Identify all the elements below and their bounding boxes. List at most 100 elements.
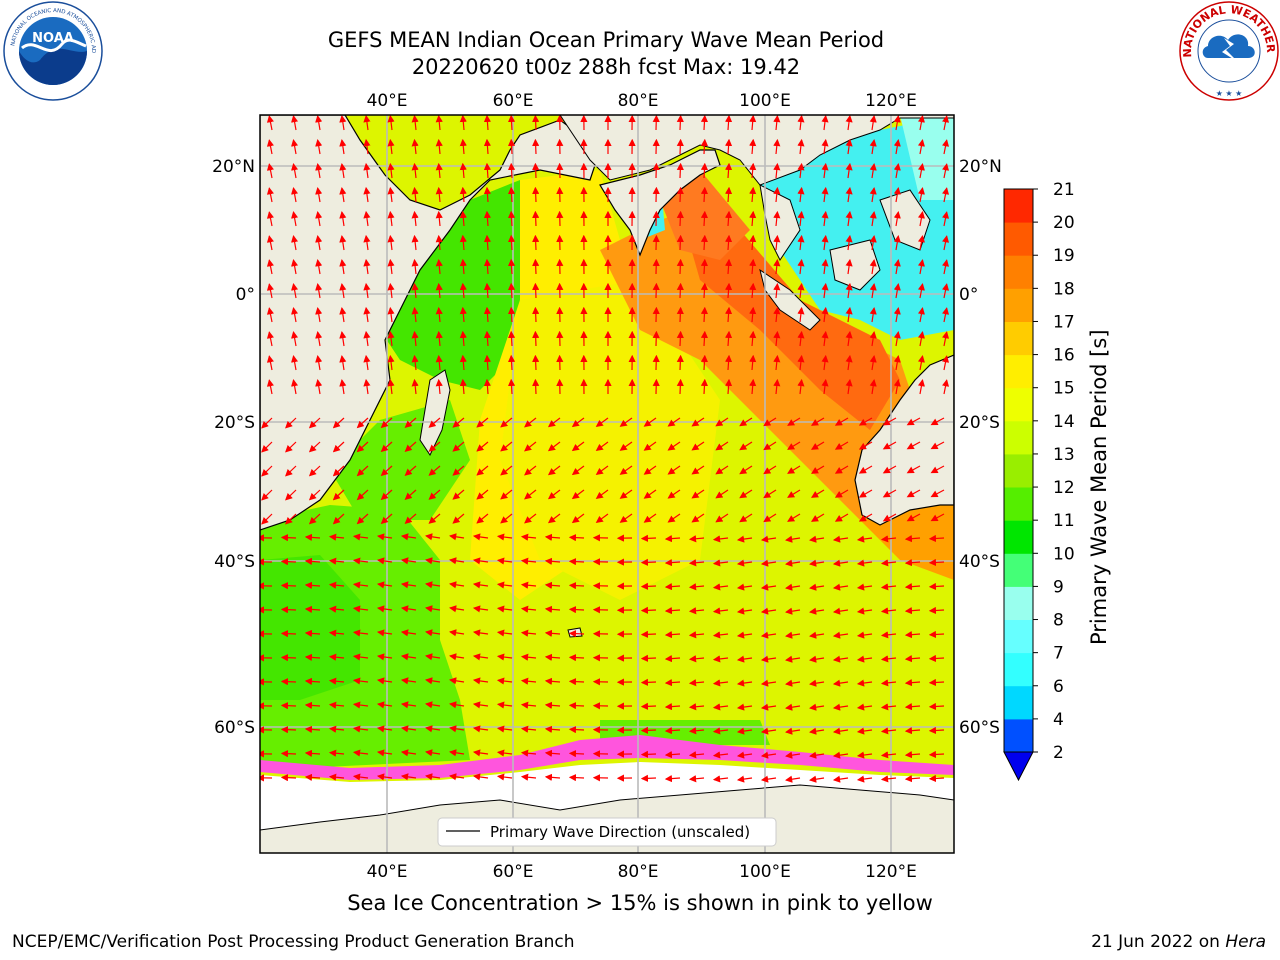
- wave-arrow: [291, 379, 299, 395]
- wave-arrow: [724, 330, 733, 347]
- wave-arrow: [821, 306, 829, 323]
- wave-arrow: [928, 558, 945, 567]
- wave-arrow: [568, 630, 585, 638]
- wave-arrow: [411, 210, 419, 227]
- wave-arrow: [266, 307, 274, 323]
- wave-arrow: [266, 115, 274, 131]
- wave-arrow: [928, 654, 945, 663]
- wave-arrow: [304, 533, 321, 542]
- wave-arrow: [544, 533, 561, 541]
- wave-arrow: [363, 162, 371, 179]
- wave-arrow: [676, 306, 684, 323]
- producer-credit: NCEP/EMC/Verification Post Processing Pr…: [12, 932, 575, 952]
- wave-arrow: [435, 210, 443, 227]
- wave-arrow: [261, 441, 273, 453]
- lon-label-bottom: 100°E: [739, 862, 791, 882]
- wave-arrow: [568, 606, 585, 614]
- wave-arrow: [893, 307, 901, 323]
- wave-arrow: [266, 187, 274, 203]
- wave-arrow: [568, 726, 585, 734]
- wave-arrow: [712, 775, 729, 783]
- wave-arrow: [917, 139, 925, 155]
- wave-arrow: [809, 655, 825, 663]
- wave-arrow: [832, 703, 849, 711]
- wave-arrow: [724, 258, 733, 275]
- colorbar-segment: [1004, 586, 1033, 620]
- wave-arrow: [893, 211, 901, 227]
- wave-arrow: [809, 679, 825, 687]
- wave-arrow: [821, 282, 829, 299]
- wave-arrow: [483, 234, 492, 251]
- wave-arrow: [315, 235, 323, 251]
- wave-arrow: [356, 465, 369, 477]
- lat-label-right: 0°: [959, 285, 978, 305]
- wave-arrow: [760, 679, 777, 687]
- wave-arrow: [459, 115, 467, 131]
- wave-arrow: [520, 629, 537, 637]
- wave-arrow: [568, 702, 585, 710]
- wave-arrow: [736, 631, 753, 639]
- wave-arrow: [893, 331, 901, 347]
- wave-arrow: [712, 583, 729, 591]
- colorbar-tick-label: 21: [1053, 180, 1075, 200]
- wave-arrow: [376, 725, 393, 733]
- wave-arrow: [724, 354, 733, 371]
- wave-arrow: [736, 727, 753, 735]
- wave-arrow: [856, 535, 873, 543]
- wave-arrow: [930, 441, 945, 450]
- wave-arrow: [821, 138, 829, 155]
- wave-arrow: [904, 679, 921, 687]
- wave-arrow: [483, 210, 492, 227]
- wave-arrow: [428, 489, 441, 500]
- wave-arrow: [595, 441, 609, 452]
- wave-arrow: [676, 234, 684, 251]
- wave-arrow: [261, 465, 273, 477]
- wave-arrow: [676, 162, 684, 179]
- wave-arrow: [483, 138, 492, 155]
- colorbar-tick-label: 10: [1053, 544, 1075, 564]
- wave-arrow: [261, 417, 273, 429]
- colorbar-tick-label: 12: [1053, 478, 1075, 498]
- wave-arrow: [869, 139, 877, 155]
- wave-arrow: [773, 138, 781, 155]
- wave-arrow: [387, 234, 395, 251]
- wave-arrow: [880, 607, 897, 615]
- wave-arrow: [640, 750, 657, 758]
- wave-arrow: [917, 187, 925, 203]
- lat-label-right: 20°N: [959, 157, 1002, 177]
- wave-arrow: [809, 583, 825, 591]
- wave-arrow: [667, 465, 681, 475]
- wave-arrow: [832, 679, 849, 687]
- wave-arrow: [339, 259, 347, 275]
- wave-arrow: [810, 441, 825, 450]
- wave-arrow: [496, 773, 513, 781]
- wave-arrow: [376, 557, 393, 565]
- colorbar-segment: [1004, 652, 1033, 687]
- lat-label-right: 20°S: [959, 413, 1000, 433]
- wave-arrow: [507, 354, 516, 371]
- wave-arrow: [760, 727, 777, 735]
- wave-arrow: [328, 773, 345, 781]
- lon-label-bottom: 80°E: [618, 862, 659, 882]
- wave-arrow: [856, 727, 873, 735]
- colorbar-label: Primary Wave Mean Period [s]: [1087, 329, 1111, 645]
- wave-arrow: [700, 162, 709, 179]
- wave-arrow: [304, 701, 321, 710]
- wave-arrow: [472, 557, 489, 565]
- wave-arrow: [520, 605, 537, 613]
- wave-arrow: [880, 775, 897, 783]
- wave-arrow: [400, 725, 417, 733]
- wave-arrow: [736, 655, 753, 663]
- wave-arrow: [619, 441, 633, 451]
- wave-arrow: [400, 581, 417, 589]
- wave-arrow: [380, 489, 393, 501]
- wave-arrow: [483, 306, 492, 323]
- wave-arrow: [688, 583, 705, 591]
- wave-arrow: [700, 138, 709, 155]
- wave-arrow: [304, 605, 321, 614]
- wave-arrow: [928, 534, 945, 543]
- wave-arrow: [387, 115, 395, 131]
- wave-arrow: [869, 187, 877, 203]
- wave-arrow: [797, 234, 805, 251]
